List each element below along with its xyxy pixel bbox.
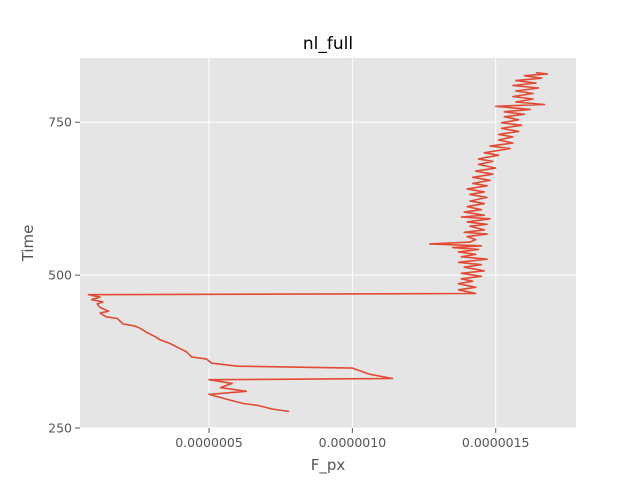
x-axis-label: F_px	[311, 456, 346, 475]
y-tick-label: 500	[48, 268, 72, 283]
x-tick-label: 0.0000015	[462, 435, 530, 450]
y-axis-ticks: 250 500 750	[48, 115, 80, 436]
y-tick-label: 250	[48, 421, 72, 436]
series-line	[87, 71, 549, 413]
y-gridlines	[80, 121, 576, 429]
y-tick-label: 750	[48, 115, 72, 130]
x-axis-ticks: 0.0000005 0.0000010 0.0000015	[175, 428, 530, 450]
chart-title: nl_full	[303, 34, 353, 54]
plot-area	[80, 58, 576, 428]
x-tick-label: 0.0000005	[175, 435, 243, 450]
y-axis-label: Time	[19, 225, 37, 263]
series-group	[87, 71, 549, 413]
x-tick-label: 0.0000010	[319, 435, 387, 450]
x-gridlines	[208, 58, 497, 428]
